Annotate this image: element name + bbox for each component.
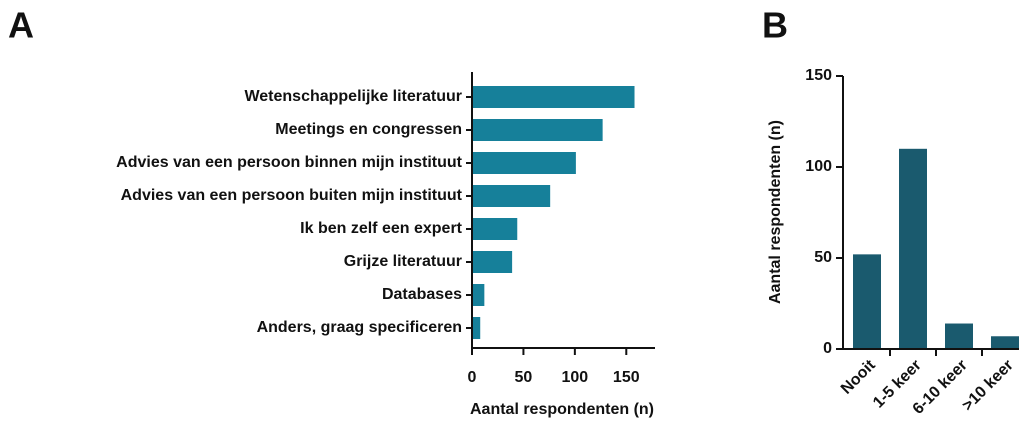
bar	[472, 284, 485, 306]
bar	[472, 152, 576, 174]
y-tick-label: 100	[805, 158, 832, 175]
bar	[853, 254, 881, 349]
bar	[472, 119, 603, 141]
bar	[472, 251, 513, 273]
x-tick-label: 50	[515, 369, 533, 386]
bar	[991, 336, 1019, 349]
y-tick-label: Advies van een persoon binnen mijn insti…	[116, 154, 462, 171]
y-tick-label: 0	[823, 340, 832, 357]
y-tick-label: 50	[814, 249, 832, 266]
x-tick-label: 100	[562, 369, 589, 386]
bar	[945, 323, 973, 349]
y-tick-label: Meetings en congressen	[275, 121, 462, 138]
y-tick-label: Wetenschappelijke literatuur	[244, 88, 462, 105]
y-tick-label: Advies van een persoon buiten mijn insti…	[121, 187, 463, 204]
panel-label: B	[762, 5, 788, 46]
x-tick-label: >10 keer	[959, 357, 1017, 415]
bar	[472, 86, 635, 108]
y-tick-label: 150	[805, 67, 832, 84]
bar	[472, 218, 518, 240]
y-tick-label: Anders, graag specificeren	[257, 319, 462, 336]
y-axis-label: Aantal respondenten (n)	[767, 120, 784, 304]
x-tick-label: 0	[468, 369, 477, 386]
y-tick-label: Grijze literatuur	[344, 253, 462, 270]
y-tick-label: Ik ben zelf een expert	[300, 220, 463, 237]
x-tick-label: Nooit	[838, 356, 879, 397]
x-axis-label: Aantal respondenten (n)	[470, 401, 654, 418]
bar	[472, 317, 481, 339]
panel-label: A	[8, 5, 34, 46]
x-tick-label: 150	[613, 369, 640, 386]
bar	[899, 148, 927, 349]
bar	[472, 185, 551, 207]
y-tick-label: Databases	[382, 286, 462, 303]
